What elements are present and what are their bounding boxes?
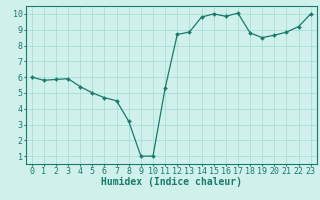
X-axis label: Humidex (Indice chaleur): Humidex (Indice chaleur)	[101, 177, 242, 187]
